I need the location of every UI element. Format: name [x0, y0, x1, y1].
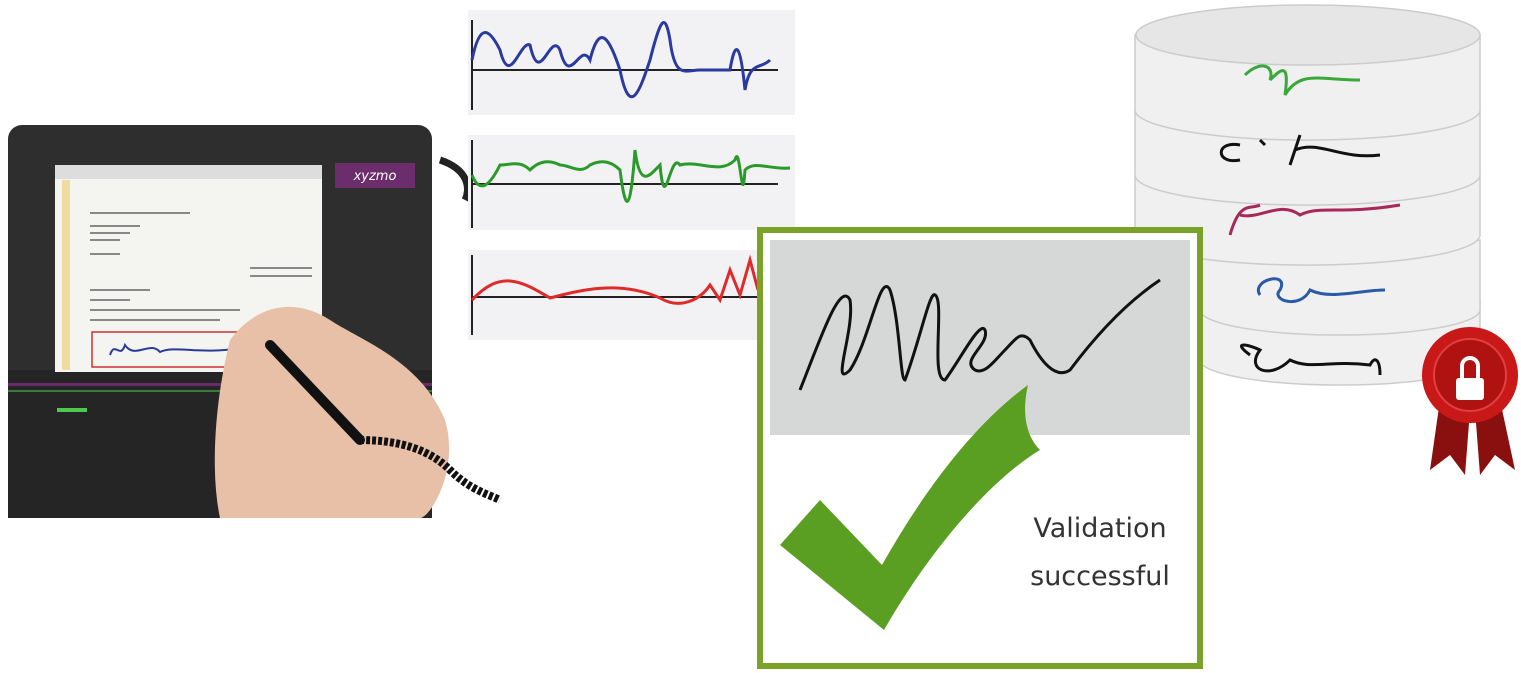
- shape: [1134, 4, 1481, 386]
- pen-cord: [359, 436, 502, 504]
- wave: [470, 149, 791, 203]
- signature: [1228, 203, 1401, 236]
- led: [57, 408, 87, 412]
- screen-bar: [55, 165, 322, 179]
- wave-panel: [468, 250, 795, 340]
- waveforms: [468, 10, 795, 340]
- disc-top: [1135, 4, 1481, 66]
- validation-text: Validation: [1033, 513, 1166, 544]
- signature: [1243, 64, 1361, 96]
- lock-body: [1456, 378, 1484, 400]
- signature-tablet: xyzmo: [8, 125, 502, 518]
- wave: [470, 21, 772, 99]
- stripe: [8, 390, 432, 392]
- signature: [1219, 134, 1381, 166]
- signature: [1256, 277, 1386, 304]
- pen: [265, 340, 365, 445]
- wave: [470, 254, 760, 305]
- signature-database: [1134, 4, 1518, 475]
- lock-shackle: [1460, 356, 1480, 378]
- brand-plate: [335, 163, 415, 188]
- wave-panel: [468, 10, 795, 115]
- document-lines: [90, 212, 312, 321]
- validation-text: successful: [1030, 561, 1170, 592]
- signature: [1240, 343, 1382, 376]
- screen-margin: [62, 180, 70, 370]
- brand: xyzmo: [353, 169, 397, 184]
- cable: [438, 156, 471, 202]
- signature: [798, 278, 1161, 391]
- validation-card: Validation successful: [757, 227, 1203, 669]
- card-signature-area: [770, 240, 1190, 435]
- seal-inner: [1433, 338, 1507, 412]
- checkmark: [780, 385, 1040, 630]
- stripe: [8, 383, 432, 386]
- signature: [109, 342, 241, 356]
